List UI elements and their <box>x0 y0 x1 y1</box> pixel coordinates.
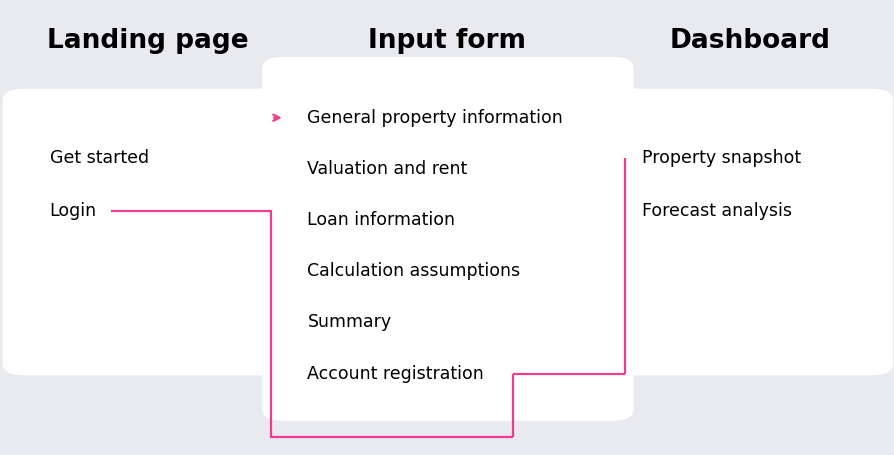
Text: Valuation and rent: Valuation and rent <box>308 160 468 178</box>
Text: Login: Login <box>50 202 97 220</box>
Text: Input form: Input form <box>368 28 526 54</box>
Text: Account registration: Account registration <box>308 364 484 383</box>
FancyBboxPatch shape <box>3 89 293 375</box>
Text: General property information: General property information <box>308 109 562 127</box>
Text: Property snapshot: Property snapshot <box>641 149 800 167</box>
FancyBboxPatch shape <box>262 57 633 421</box>
Text: Summary: Summary <box>308 313 392 332</box>
Text: Calculation assumptions: Calculation assumptions <box>308 262 520 280</box>
FancyBboxPatch shape <box>602 89 892 375</box>
Text: Loan information: Loan information <box>308 211 455 229</box>
Text: Forecast analysis: Forecast analysis <box>641 202 791 220</box>
Text: Get started: Get started <box>50 149 148 167</box>
Text: Dashboard: Dashboard <box>669 28 830 54</box>
Text: Landing page: Landing page <box>46 28 249 54</box>
